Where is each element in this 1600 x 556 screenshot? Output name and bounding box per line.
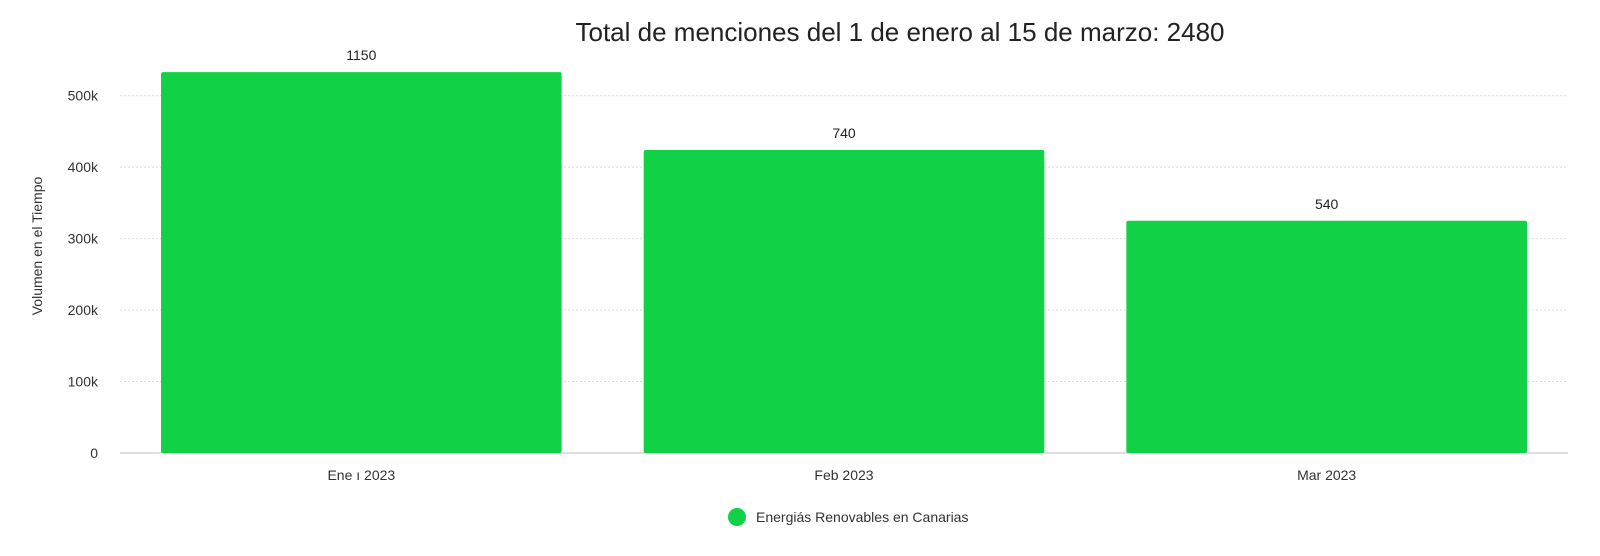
y-tick-label: 300k bbox=[68, 231, 99, 247]
y-axis-label: Volumen en el Tiempo bbox=[29, 177, 45, 316]
y-tick-label: 400k bbox=[68, 159, 99, 175]
x-tick-label: Ene ı 2023 bbox=[327, 467, 395, 483]
bar-data-label: 1150 bbox=[346, 47, 376, 63]
legend-label: Energiás Renovables en Canarias bbox=[756, 509, 968, 525]
y-tick-label: 500k bbox=[68, 88, 99, 104]
legend[interactable]: Energiás Renovables en Canarias bbox=[728, 508, 968, 526]
y-tick-label: 200k bbox=[68, 302, 99, 318]
chart-title: Total de menciones del 1 de enero al 15 … bbox=[576, 17, 1225, 47]
y-tick-label: 0 bbox=[90, 445, 98, 461]
bar[interactable] bbox=[643, 150, 1045, 454]
bar-data-label: 740 bbox=[832, 125, 856, 141]
x-axis-ticks: Ene ı 2023 Feb 2023 Mar 2023 bbox=[327, 467, 1356, 483]
bar[interactable] bbox=[161, 72, 562, 453]
data-labels: 1150 740 540 bbox=[346, 47, 1338, 212]
legend-marker-icon bbox=[728, 508, 746, 526]
bar-data-label: 540 bbox=[1315, 196, 1339, 212]
x-tick-label: Mar 2023 bbox=[1297, 467, 1356, 483]
bar[interactable] bbox=[1126, 220, 1527, 453]
y-tick-label: 100k bbox=[68, 374, 99, 390]
bars bbox=[161, 72, 1527, 454]
x-tick-label: Feb 2023 bbox=[814, 467, 873, 483]
y-axis-ticks: 0 100k 200k 300k 400k 500k bbox=[68, 88, 99, 461]
